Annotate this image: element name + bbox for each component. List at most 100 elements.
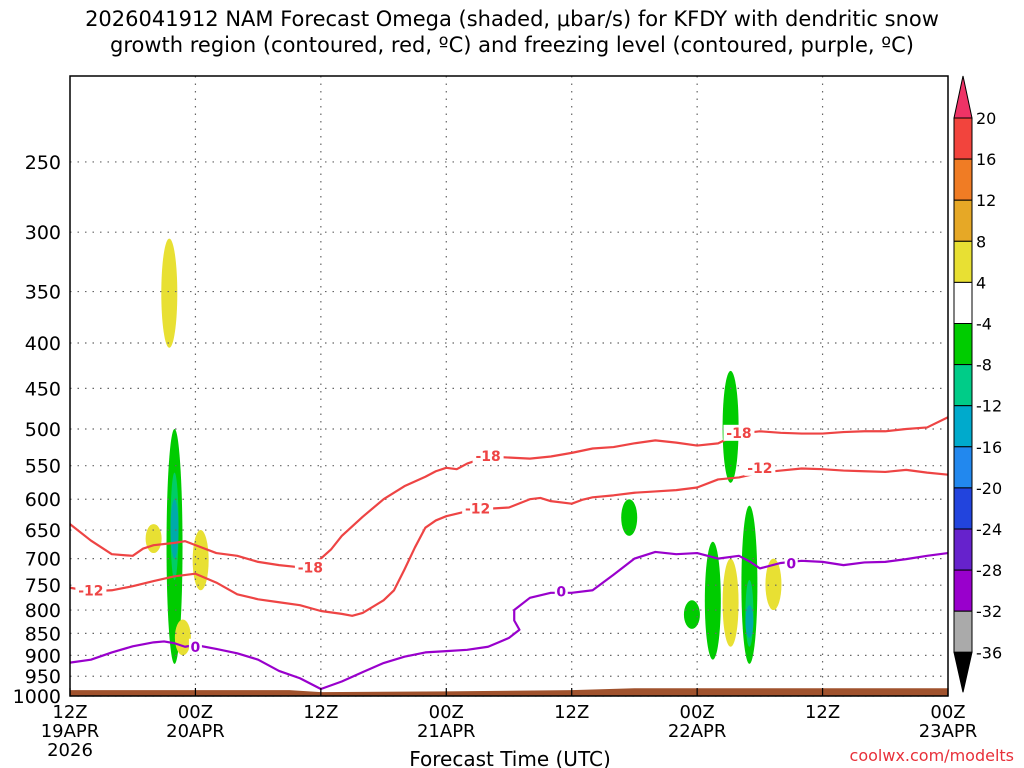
- omega-cell: [765, 558, 782, 611]
- colorbar-label: 20: [976, 109, 996, 128]
- contour-label: 0: [786, 557, 796, 573]
- plot-frame: [69, 75, 949, 697]
- contour-label: -12: [78, 583, 103, 599]
- x-tick-label: 12Z: [554, 702, 589, 723]
- contour-label-bg: [723, 424, 755, 441]
- contour-label: -12: [465, 502, 490, 518]
- chart-title: 2026041912 NAM Forecast Omega (shaded, μ…: [85, 7, 939, 57]
- y-tick-label: 850: [25, 623, 61, 645]
- contour-label: -18: [475, 449, 500, 465]
- ground-surface: [70, 688, 948, 696]
- x-tick-label: 12Z: [52, 702, 87, 723]
- plot-border: [69, 75, 949, 697]
- contour-line: [69, 416, 949, 571]
- y-tick-label: 650: [25, 520, 61, 542]
- colorbar-label: -8: [976, 356, 992, 375]
- y-axis: 2503003504004505005506006507007508008509…: [13, 152, 61, 708]
- colorbar-band: [953, 610, 973, 653]
- y-tick-label: 550: [25, 456, 61, 478]
- omega-cell: [704, 541, 721, 660]
- colorbar-label: -4: [976, 315, 992, 334]
- y-tick-label: 1000: [13, 686, 61, 708]
- contour-label-bg: [294, 559, 326, 576]
- omega-cell: [145, 524, 162, 554]
- colorbar-band: [953, 281, 973, 324]
- y-tick-label: 750: [25, 575, 61, 597]
- x-tick-label: 00Z: [680, 702, 715, 723]
- colorbar-label: 4: [976, 273, 986, 292]
- x-tick-date: 20APR: [166, 721, 225, 742]
- x-tick-label: 00Z: [178, 702, 213, 723]
- colorbar-band: [953, 364, 973, 407]
- omega-cell: [683, 600, 700, 629]
- omega-cell: [170, 499, 179, 559]
- colorbar-band: [953, 569, 973, 612]
- colorbar-label: -36: [976, 643, 1002, 662]
- contour-label: 0: [191, 640, 201, 656]
- colorbar-label: -16: [976, 438, 1002, 457]
- y-tick-label: 250: [25, 152, 61, 174]
- y-tick-label: 950: [25, 666, 61, 688]
- colorbar-label: -28: [976, 561, 1002, 580]
- grid-lines: [70, 76, 948, 697]
- colorbar-band: [953, 199, 973, 242]
- colorbar-band: [953, 323, 973, 366]
- omega-cell: [722, 558, 739, 647]
- colorbar-band: [953, 405, 973, 448]
- colorbar-label: 8: [976, 232, 986, 251]
- ground-layer: [70, 688, 948, 696]
- colorbar-band: [953, 240, 973, 283]
- contour-label: 0: [556, 584, 566, 600]
- omega-cell: [192, 530, 209, 591]
- x-tick-date: 22APR: [668, 721, 727, 742]
- contour-label: -18: [726, 426, 751, 442]
- credit-text: coolwx.com/modelts: [849, 746, 1014, 765]
- colorbar-bottom-arrow: [953, 651, 973, 693]
- colorbar-band: [953, 446, 973, 489]
- x-tick-label: 12Z: [303, 702, 338, 723]
- contour-label-bg: [188, 638, 202, 655]
- y-tick-label: 700: [25, 549, 61, 571]
- y-tick-label: 350: [25, 282, 61, 304]
- omega-shading: [145, 238, 782, 664]
- x-tick-date: 19APR: [41, 721, 100, 742]
- y-tick-label: 450: [25, 378, 61, 400]
- contour-label-bg: [75, 582, 107, 599]
- y-tick-label: 300: [25, 222, 61, 244]
- colorbar-band: [953, 158, 973, 201]
- contour-label-bg: [462, 500, 494, 517]
- x-tick-label: 00Z: [429, 702, 464, 723]
- colorbar-band: [953, 528, 973, 571]
- colorbar-label: -24: [976, 520, 1002, 539]
- colorbar-band: [953, 487, 973, 530]
- omega-cell: [745, 605, 754, 638]
- colorbar-top-arrow: [953, 75, 973, 119]
- contour-label-bg: [554, 583, 568, 600]
- y-tick-label: 600: [25, 489, 61, 511]
- colorbar-label: -20: [976, 479, 1002, 498]
- omega-cell: [161, 238, 178, 348]
- contour-label-bg: [744, 459, 776, 476]
- colorbar-label: -32: [976, 602, 1002, 621]
- contour-label: -18: [298, 560, 323, 576]
- colorbar: 20 16 12 8 4 -4 -8 -12 -16 -20 -24 -28 -32 -36: [953, 75, 1002, 693]
- x-tick-year: 2026: [47, 740, 93, 761]
- omega-cell: [174, 619, 191, 656]
- y-tick-label: 500: [25, 419, 61, 441]
- colorbar-band: [953, 117, 973, 160]
- omega-cell: [621, 499, 638, 536]
- y-tick-label: 900: [25, 645, 61, 667]
- y-tick-label: 800: [25, 600, 61, 622]
- x-tick-label: 12Z: [805, 702, 840, 723]
- contour-label-bg: [784, 555, 798, 572]
- colorbar-label: 16: [976, 150, 996, 169]
- contour-lines: -18 -18 -18 -12 -12 -12 0 0 0: [69, 416, 949, 691]
- contour-label: -12: [747, 461, 772, 477]
- contour-label-bg: [472, 447, 504, 464]
- colorbar-label: 12: [976, 191, 996, 210]
- colorbar-label: -12: [976, 397, 1002, 416]
- y-tick-label: 400: [25, 333, 61, 355]
- x-tick-label: 00Z: [930, 702, 965, 723]
